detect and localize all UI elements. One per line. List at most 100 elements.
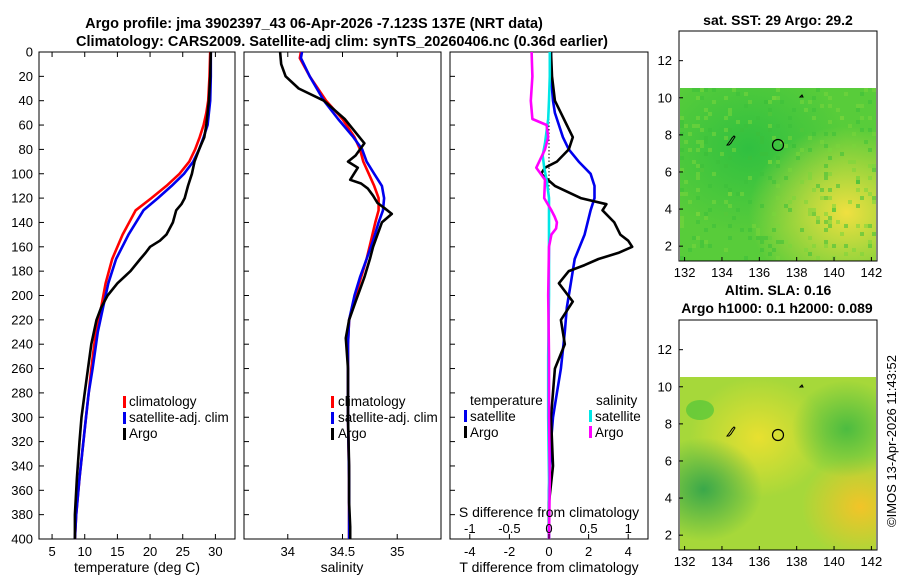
sst-noise-cell: [836, 144, 840, 148]
sst-noise-cell: [788, 200, 792, 204]
sst-noise-cell: [748, 120, 752, 124]
sst-noise-cell: [860, 232, 864, 236]
sst-noise-cell: [856, 108, 860, 112]
sst-noise-cell: [680, 156, 684, 160]
sst-noise-cell: [680, 132, 684, 136]
sst-noise-cell: [828, 104, 832, 108]
sst-noise-cell: [696, 172, 700, 176]
sst-noise-cell: [872, 168, 876, 172]
difference-series-temperature-satellite: [547, 52, 596, 539]
sst-map-title: sat. SST: 29 Argo: 29.2: [703, 12, 853, 28]
sst-noise-cell: [704, 152, 708, 156]
island-outlines: [726, 384, 804, 437]
sst-noise-cell: [748, 228, 752, 232]
sst-noise-cell: [724, 128, 728, 132]
sla_map-xtick-label: 138: [786, 554, 808, 569]
sst-noise-cell: [796, 152, 800, 156]
sst-noise-cell: [708, 128, 712, 132]
sst-noise-cell: [852, 248, 856, 252]
legend-marker-sal-satellite: [589, 410, 592, 422]
sst-noise-cell: [748, 156, 752, 160]
sst-noise-cell: [824, 244, 828, 248]
depth-tick-label: 180: [11, 264, 33, 279]
sst-noise-cell: [724, 248, 728, 252]
sst-noise-cell: [824, 220, 828, 224]
temperature-xtick-label: 15: [110, 544, 124, 559]
sst-noise-cell: [736, 208, 740, 212]
sst-noise-cell: [768, 236, 772, 240]
sst-noise-cell: [864, 224, 868, 228]
sst-noise-cell: [868, 176, 872, 180]
sst-noise-cell: [828, 96, 832, 100]
sst-noise-cell: [768, 176, 772, 180]
sst-noise-cell: [868, 224, 872, 228]
sst-noise-cell: [696, 188, 700, 192]
sst-noise-cell: [828, 220, 832, 224]
sst-noise-cell: [816, 256, 820, 260]
sst-noise-cell: [760, 136, 764, 140]
sst-noise-cell: [824, 92, 828, 96]
sst-noise-cell: [784, 204, 788, 208]
sst-map-panel: sat. SST: 29 Argo: 29.2 132 134 136 138 140 1…: [658, 12, 883, 280]
difference-legend: temperature satellite Argo salinity sate…: [464, 393, 641, 440]
sla-map-title-line1: Altim. SLA: 0.16: [725, 282, 832, 298]
salinity-panel: 34 34.5 35 salinity climatology satellite-…: [243, 51, 442, 575]
sst-noise-cell: [680, 168, 684, 172]
sst-noise-cell: [728, 204, 732, 208]
sst-noise-cell: [728, 188, 732, 192]
sla_map-ytick-label: 2: [665, 528, 672, 543]
sst-noise-cell: [800, 128, 804, 132]
sst-noise-cell: [704, 116, 708, 120]
sst-noise-cell: [836, 220, 840, 224]
sst-noise-cell: [856, 176, 860, 180]
sst-noise-cell: [780, 240, 784, 244]
sst-noise-cell: [688, 248, 692, 252]
legend-marker-argo: [331, 428, 334, 440]
sst-noise-cell: [760, 240, 764, 244]
sst-noise-cell: [872, 164, 876, 168]
sst-noise-cell: [760, 152, 764, 156]
sst-noise-cell: [764, 100, 768, 104]
sst-noise-cell: [740, 228, 744, 232]
sst-noise-cell: [684, 192, 688, 196]
sst-noise-cell: [776, 124, 780, 128]
legend-marker-temp-argo: [464, 426, 467, 438]
legend-sal-argo: Argo: [595, 425, 624, 440]
difference-xtick-top-label: 0.5: [580, 521, 598, 536]
sst-noise-cell: [820, 188, 824, 192]
sst-noise-cell: [772, 228, 776, 232]
sst-noise-cell: [748, 236, 752, 240]
sst-noise-cell: [760, 248, 764, 252]
sst-noise-cell: [708, 112, 712, 116]
sst-noise-cell: [772, 248, 776, 252]
sst-noise-cell: [744, 104, 748, 108]
sst-noise-cell: [768, 112, 772, 116]
temperature-xtick-label: 10: [77, 544, 91, 559]
difference-xtick-label: -4: [464, 544, 476, 559]
sst-noise-cell: [828, 156, 832, 160]
sst-noise-cell: [700, 96, 704, 100]
sst-noise-cell: [824, 176, 828, 180]
sst-noise-cell: [748, 100, 752, 104]
sst-noise-cell: [772, 136, 776, 140]
sst-noise-cell: [788, 136, 792, 140]
sst-noise-cell: [692, 244, 696, 248]
sst-noise-cell: [776, 196, 780, 200]
sst-noise-cell: [696, 212, 700, 216]
legend-marker-temp-satellite: [464, 410, 467, 422]
sst-noise-cell: [840, 152, 844, 156]
sst-noise-cell: [744, 256, 748, 260]
legend-temp-satellite: satellite: [470, 409, 516, 424]
sst-noise-cell: [808, 236, 812, 240]
sst-noise-cell: [840, 232, 844, 236]
difference-xtick-label: 2: [585, 544, 592, 559]
sst-noise-cell: [704, 88, 708, 92]
sla-map-title-line2: Argo h1000: 0.1 h2000: 0.089: [681, 300, 873, 316]
figure-title-line1: Argo profile: jma 3902397_43 06-Apr-2026…: [85, 16, 543, 32]
sst-noise-cell: [760, 140, 764, 144]
imos-watermark: ©IMOS 13-Apr-2026 11:43:52: [884, 355, 899, 527]
depth-tick-label: 80: [19, 142, 33, 157]
difference-xtick-top-label: 1: [625, 521, 632, 536]
sst-noise-cell: [696, 196, 700, 200]
depth-tick-label: 40: [19, 93, 33, 108]
